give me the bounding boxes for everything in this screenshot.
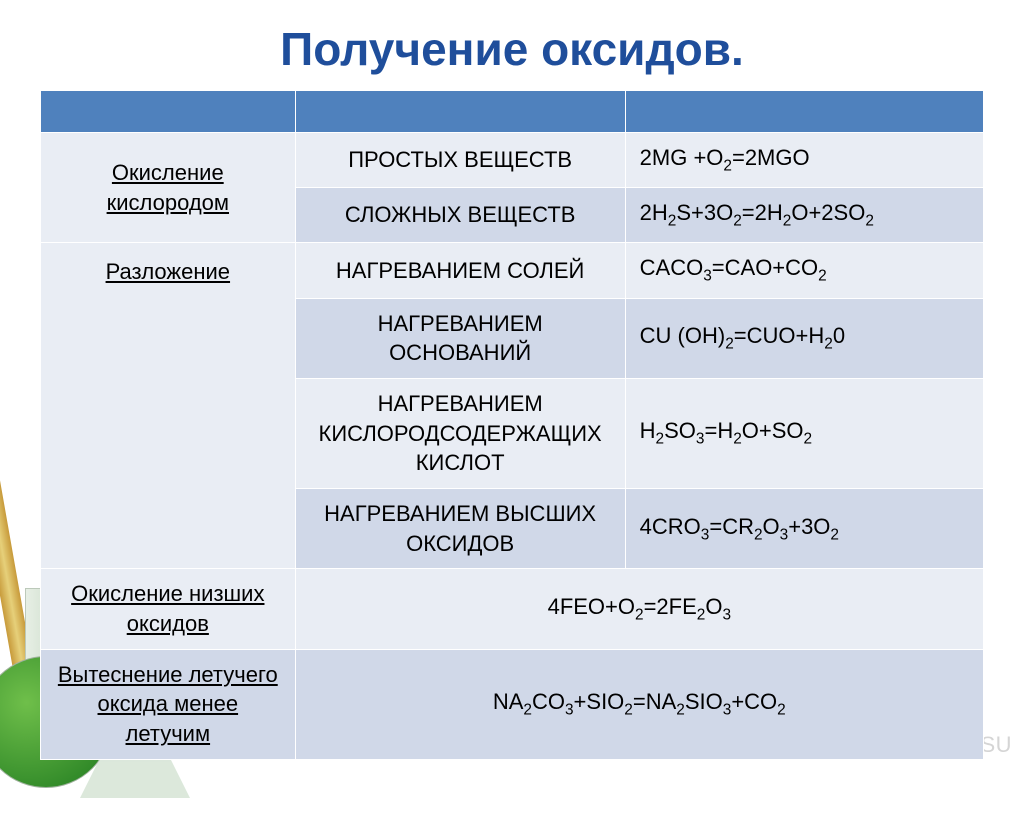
method-cell: Окисление низших оксидов (41, 569, 296, 649)
equation-cell: 4FEO+O2=2FE2O3 (295, 569, 983, 649)
equation-cell: 4CRO3=CR2O3+3O2 (625, 489, 983, 569)
table-header-row (41, 91, 984, 133)
table-row: Окисление низших оксидов 4FEO+O2=2FE2O3 (41, 569, 984, 649)
subtype-cell: СЛОЖНЫХ ВЕЩЕСТВ (295, 188, 625, 243)
equation-cell: NA2CO3+SIO2=NA2SIO3+CO2 (295, 649, 983, 759)
subtype-text: НАГРЕВАНИЕМ ВЫСШИХ ОКСИДОВ (324, 501, 596, 556)
table-row: Вытеснение летучего оксида менее летучим… (41, 649, 984, 759)
subtype-cell: НАГРЕВАНИЕМ ВЫСШИХ ОКСИДОВ (295, 489, 625, 569)
slide-title: Получение оксидов. (40, 22, 984, 76)
subtype-text: НАГРЕВАНИЕМ СОЛЕЙ (336, 258, 584, 283)
subtype-text: НАГРЕВАНИЕМ КИСЛОРОДСОДЕРЖАЩИХ КИСЛОТ (319, 391, 602, 475)
table-header-cell (625, 91, 983, 133)
equation-cell: CU (OH)2=CUO+H20 (625, 298, 983, 378)
equation-cell: H2SO3=H2O+SO2 (625, 378, 983, 488)
method-cell: Вытеснение летучего оксида менее летучим (41, 649, 296, 759)
subtype-cell: НАГРЕВАНИЕМ СОЛЕЙ (295, 243, 625, 298)
subtype-text: НАГРЕВАНИЕМ ОСНОВАНИЙ (378, 311, 543, 366)
equation-cell: CACO3=CAO+CO2 (625, 243, 983, 298)
oxides-table: Окисление кислородом ПРОСТЫХ ВЕЩЕСТВ 2MG… (40, 90, 984, 760)
slide-content: Получение оксидов. Окисление кислородом … (0, 0, 1024, 760)
method-cell: Разложение (41, 243, 296, 569)
subtype-cell: НАГРЕВАНИЕМ ОСНОВАНИЙ (295, 298, 625, 378)
method-cell: Окисление кислородом (41, 133, 296, 243)
table-row: Окисление кислородом ПРОСТЫХ ВЕЩЕСТВ 2MG… (41, 133, 984, 188)
equation-cell: 2MG +O2=2MGO (625, 133, 983, 188)
subtype-cell: ПРОСТЫХ ВЕЩЕСТВ (295, 133, 625, 188)
table-header-cell (295, 91, 625, 133)
subtype-text: ПРОСТЫХ ВЕЩЕСТВ (348, 147, 572, 172)
equation-cell: 2H2S+3O2=2H2O+2SO2 (625, 188, 983, 243)
table-header-cell (41, 91, 296, 133)
table-row: Разложение НАГРЕВАНИЕМ СОЛЕЙ CACO3=CAO+C… (41, 243, 984, 298)
subtype-cell: НАГРЕВАНИЕМ КИСЛОРОДСОДЕРЖАЩИХ КИСЛОТ (295, 378, 625, 488)
subtype-text: СЛОЖНЫХ ВЕЩЕСТВ (345, 202, 576, 227)
